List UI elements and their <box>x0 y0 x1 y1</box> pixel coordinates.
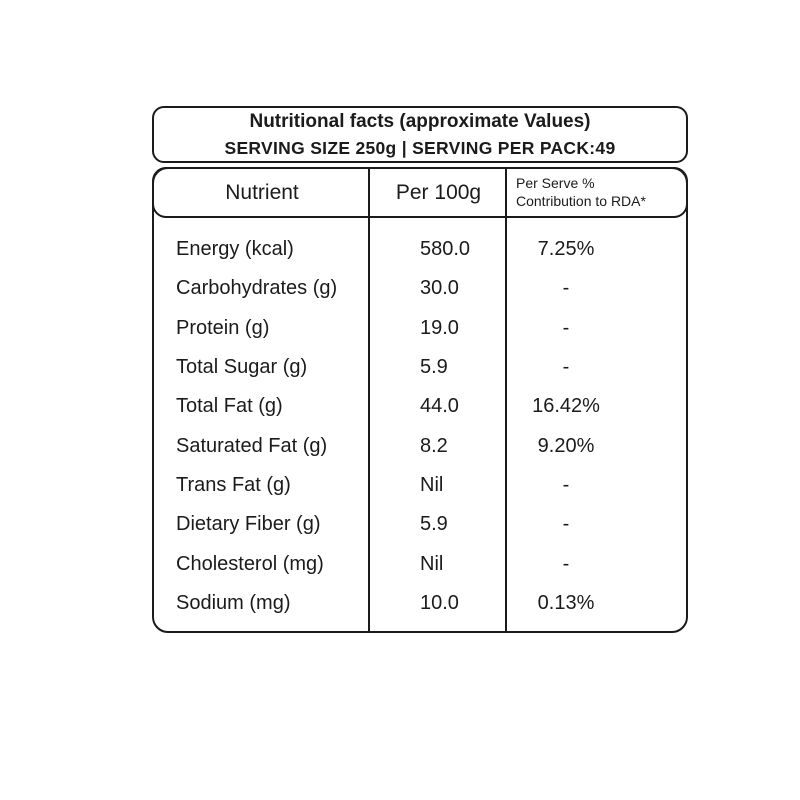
cell-rda: - <box>562 316 570 339</box>
table-header-row: Nutrient Per 100g Per Serve % Contributi… <box>152 167 688 218</box>
header-rda-line1: Per Serve % <box>516 175 595 191</box>
cell-per-100g: 5.9 <box>420 356 448 379</box>
cell-rda: - <box>562 277 570 300</box>
table-row: Saturated Fat (g) 8.2 9.20% <box>154 426 686 465</box>
cell-nutrient: Total Fat (g) <box>176 395 283 418</box>
cell-nutrient: Trans Fat (g) <box>176 473 291 496</box>
table-body: Energy (kcal) 580.0 7.25% Carbohydrates … <box>154 218 686 631</box>
title-box: Nutritional facts (approximate Values) S… <box>152 106 688 163</box>
cell-rda: - <box>562 513 570 536</box>
cell-rda: 7.25% <box>537 238 595 261</box>
column-divider-2 <box>505 169 507 631</box>
header-rda-line2: Contribution to RDA* <box>516 192 646 209</box>
cell-rda: - <box>562 552 570 575</box>
serving-info: SERVING SIZE 250g | SERVING PER PACK:49 <box>224 137 616 158</box>
table-row: Protein (g) 19.0 - <box>154 309 686 348</box>
table-row: Energy (kcal) 580.0 7.25% <box>154 230 686 269</box>
cell-per-100g: Nil <box>420 552 444 575</box>
cell-rda: 0.13% <box>537 591 595 614</box>
header-per-100g: Per 100g <box>395 180 482 204</box>
table-row: Total Sugar (g) 5.9 - <box>154 348 686 387</box>
table-row: Carbohydrates (g) 30.0 - <box>154 269 686 308</box>
cell-per-100g: 19.0 <box>420 316 459 339</box>
cell-rda: - <box>562 356 570 379</box>
cell-nutrient: Sodium (mg) <box>176 591 291 614</box>
cell-nutrient: Protein (g) <box>176 316 270 339</box>
header-rda: Per Serve % Contribution to RDA* <box>507 169 686 216</box>
cell-nutrient: Energy (kcal) <box>176 238 294 261</box>
cell-per-100g: 30.0 <box>420 277 459 300</box>
column-divider-1 <box>368 169 370 631</box>
table-row: Sodium (mg) 10.0 0.13% <box>154 584 686 623</box>
cell-per-100g: 44.0 <box>420 395 459 418</box>
cell-nutrient: Carbohydrates (g) <box>176 277 338 300</box>
cell-rda: 16.42% <box>532 395 600 418</box>
cell-per-100g: 8.2 <box>420 434 448 457</box>
cell-nutrient: Cholesterol (mg) <box>176 552 324 575</box>
cell-per-100g: 10.0 <box>420 591 459 614</box>
cell-nutrient: Saturated Fat (g) <box>176 434 328 457</box>
table-row: Trans Fat (g) Nil - <box>154 466 686 505</box>
table-row: Total Fat (g) 44.0 16.42% <box>154 387 686 426</box>
cell-rda: 9.20% <box>537 434 595 457</box>
cell-per-100g: 580.0 <box>420 238 471 261</box>
label-title: Nutritional facts (approximate Values) <box>249 110 591 132</box>
cell-rda: - <box>562 473 570 496</box>
cell-per-100g: 5.9 <box>420 513 448 536</box>
cell-nutrient: Total Sugar (g) <box>176 356 308 379</box>
header-nutrient: Nutrient <box>225 180 299 204</box>
cell-per-100g: Nil <box>420 473 444 496</box>
table-row: Dietary Fiber (g) 5.9 - <box>154 505 686 544</box>
cell-nutrient: Dietary Fiber (g) <box>176 513 321 536</box>
table-row: Cholesterol (mg) Nil - <box>154 544 686 583</box>
nutrition-table: Nutrient Per 100g Per Serve % Contributi… <box>152 167 688 633</box>
